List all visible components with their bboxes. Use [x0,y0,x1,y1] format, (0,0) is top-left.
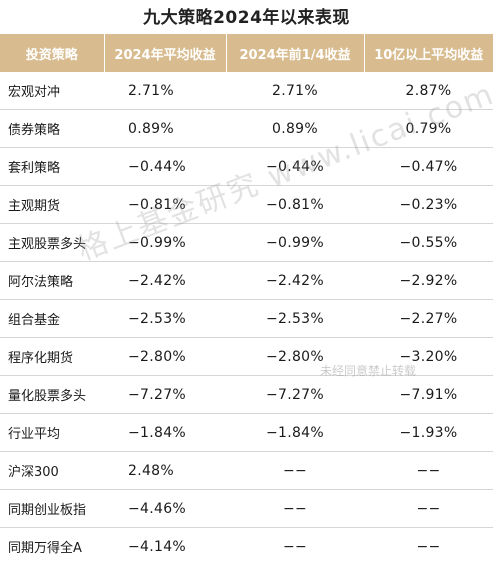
q1-return-cell: 2.71% [226,72,364,110]
strategy-name-cell: 量化股票多头 [0,376,104,414]
large-fund-return-cell: −7.91% [364,376,493,414]
q1-return-cell: −− [226,528,364,565]
table-row: 主观期货 −0.81% −0.81% −0.23% [0,186,493,224]
avg-return-cell: 0.89% [104,110,226,148]
q1-return-cell: −0.44% [226,148,364,186]
strategy-name-cell: 同期万得全A [0,528,104,565]
q1-return-cell: −0.99% [226,224,364,262]
avg-return-cell: −2.80% [104,338,226,376]
header-over-1b-avg-return: 10亿以上平均收益 [364,34,493,72]
table-row: 阿尔法策略 −2.42% −2.42% −2.92% [0,262,493,300]
strategy-name-cell: 沪深300 [0,452,104,490]
q1-return-cell: −2.53% [226,300,364,338]
table-row: 沪深300 2.48% −− −− [0,452,493,490]
strategy-name-cell: 主观股票多头 [0,224,104,262]
strategy-name-cell: 阿尔法策略 [0,262,104,300]
strategy-name-cell: 债券策略 [0,110,104,148]
large-fund-return-cell: −0.23% [364,186,493,224]
q1-return-cell: −− [226,490,364,528]
q1-return-cell: 0.89% [226,110,364,148]
avg-return-cell: −0.99% [104,224,226,262]
large-fund-return-cell: 0.79% [364,110,493,148]
table-row: 量化股票多头 −7.27% −7.27% −7.91% [0,376,493,414]
large-fund-return-cell: −2.27% [364,300,493,338]
strategy-name-cell: 行业平均 [0,414,104,452]
avg-return-cell: 2.71% [104,72,226,110]
q1-return-cell: −1.84% [226,414,364,452]
large-fund-return-cell: −− [364,452,493,490]
large-fund-return-cell: −− [364,528,493,565]
header-row: 投资策略 2024年平均收益 2024年前1/4收益 10亿以上平均收益 [0,34,493,72]
avg-return-cell: 2.48% [104,452,226,490]
avg-return-cell: −0.81% [104,186,226,224]
q1-return-cell: −0.81% [226,186,364,224]
table-row: 行业平均 −1.84% −1.84% −1.93% [0,414,493,452]
strategy-name-cell: 组合基金 [0,300,104,338]
table-row: 债券策略 0.89% 0.89% 0.79% [0,110,493,148]
strategy-name-cell: 套利策略 [0,148,104,186]
avg-return-cell: −2.53% [104,300,226,338]
avg-return-cell: −4.14% [104,528,226,565]
large-fund-return-cell: −1.93% [364,414,493,452]
header-strategy: 投资策略 [0,34,104,72]
table-row: 宏观对冲 2.71% 2.71% 2.87% [0,72,493,110]
page-title: 九大策略2024年以来表现 [0,0,493,34]
large-fund-return-cell: −0.47% [364,148,493,186]
large-fund-return-cell: −− [364,490,493,528]
table-header: 投资策略 2024年平均收益 2024年前1/4收益 10亿以上平均收益 [0,34,493,72]
avg-return-cell: −1.84% [104,414,226,452]
table-body: 宏观对冲 2.71% 2.71% 2.87% 债券策略 0.89% 0.89% … [0,72,493,565]
large-fund-return-cell: −2.92% [364,262,493,300]
large-fund-return-cell: −0.55% [364,224,493,262]
large-fund-return-cell: −3.20% [364,338,493,376]
table-row: 程序化期货 −2.80% −2.80% −3.20% [0,338,493,376]
q1-return-cell: −7.27% [226,376,364,414]
table-row: 主观股票多头 −0.99% −0.99% −0.55% [0,224,493,262]
avg-return-cell: −7.27% [104,376,226,414]
table-row: 组合基金 −2.53% −2.53% −2.27% [0,300,493,338]
q1-return-cell: −2.80% [226,338,364,376]
strategy-name-cell: 程序化期货 [0,338,104,376]
header-2024-top-quarter-return: 2024年前1/4收益 [226,34,364,72]
avg-return-cell: −0.44% [104,148,226,186]
strategy-name-cell: 宏观对冲 [0,72,104,110]
avg-return-cell: −4.46% [104,490,226,528]
strategy-name-cell: 主观期货 [0,186,104,224]
q1-return-cell: −2.42% [226,262,364,300]
strategy-name-cell: 同期创业板指 [0,490,104,528]
table-row: 套利策略 −0.44% −0.44% −0.47% [0,148,493,186]
large-fund-return-cell: 2.87% [364,72,493,110]
q1-return-cell: −− [226,452,364,490]
avg-return-cell: −2.42% [104,262,226,300]
header-2024-avg-return: 2024年平均收益 [104,34,226,72]
strategy-performance-table: 投资策略 2024年平均收益 2024年前1/4收益 10亿以上平均收益 宏观对… [0,34,493,565]
table-row: 同期创业板指 −4.46% −− −− [0,490,493,528]
table-row: 同期万得全A −4.14% −− −− [0,528,493,565]
